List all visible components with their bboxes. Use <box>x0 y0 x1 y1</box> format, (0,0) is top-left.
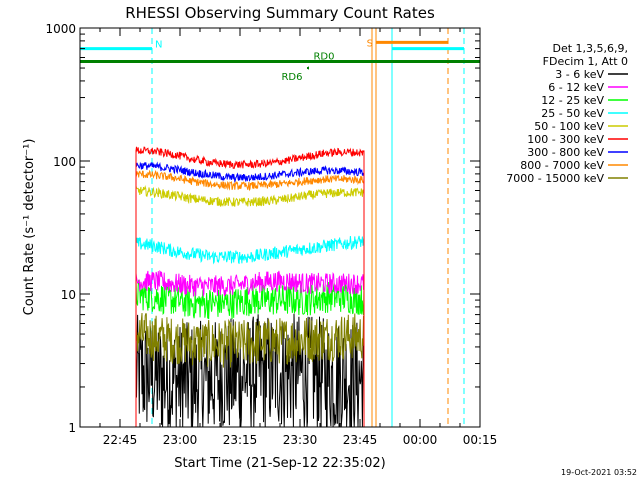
legend-label-4: 25 - 50 keV <box>541 107 604 120</box>
series-line-100-300kev <box>135 146 365 427</box>
series-line-7000-15000kev <box>135 312 365 427</box>
legend-label-8: 800 - 7000 keV <box>520 159 604 172</box>
flag-label-rd0: RD0 <box>313 51 334 62</box>
series-line-800-7000kev <box>135 169 365 427</box>
series-line-50-100kev <box>135 185 365 427</box>
legend-label-3: 12 - 25 keV <box>541 94 604 107</box>
legend-label-9: 7000 - 15000 keV <box>506 172 604 185</box>
legend-header-1: Det 1,3,5,6,9, <box>552 42 628 55</box>
series-line-300-800kev <box>135 161 365 427</box>
x-axis-label: Start Time (21-Sep-12 22:35:02) <box>174 456 385 471</box>
flag-label-s: S <box>367 38 373 49</box>
series-line-6-12kev <box>135 269 365 427</box>
x-tick-label-5: 23:45 <box>343 433 378 447</box>
y-tick-label-4: 1000 <box>45 22 76 36</box>
series-line-25-50kev <box>135 235 365 427</box>
legend-label-1: 3 - 6 keV <box>555 68 604 81</box>
legend-label-7: 300 - 800 keV <box>527 146 604 159</box>
flag-label-n: N <box>155 40 162 51</box>
x-tick-label-6: 00:00 <box>403 433 438 447</box>
y-axis-label: Count Rate (s⁻¹ detector⁻¹) <box>22 139 37 316</box>
data-layer: N S RD0 RD6 <box>79 28 480 428</box>
flag-rd6-marker <box>307 67 309 70</box>
x-tick-label-1: 22:45 <box>103 433 138 447</box>
footer-timestamp: 19-Oct-2021 03:52 <box>561 468 637 477</box>
legend-label-6: 100 - 300 keV <box>527 133 604 146</box>
series-line-3-6kev <box>135 313 365 428</box>
chart-title: RHESSI Observing Summary Count Rates <box>125 4 435 22</box>
x-tick-label-2: 23:00 <box>163 433 198 447</box>
legend-label-5: 50 - 100 keV <box>534 120 604 133</box>
x-tick-label-3: 23:15 <box>223 433 258 447</box>
flag-label-rd6: RD6 <box>281 72 302 83</box>
y-tick-label-1: 1 <box>68 421 76 435</box>
x-tick-label-4: 23:30 <box>283 433 318 447</box>
legend-header-2: FDecim 1, Att 0 <box>543 55 628 68</box>
legend: Det 1,3,5,6,9,FDecim 1, Att 03 - 6 keV6 … <box>506 42 628 185</box>
x-tick-label-7: 00:15 <box>463 433 498 447</box>
y-tick-label-2: 10 <box>61 288 76 302</box>
legend-label-2: 6 - 12 keV <box>548 81 604 94</box>
axes-layer: 22:45 23:00 23:15 23:30 23:45 00:00 00:15 1 10 10… <box>45 22 497 447</box>
series-line-12-25kev <box>135 279 365 427</box>
y-tick-label-3: 100 <box>53 155 76 169</box>
